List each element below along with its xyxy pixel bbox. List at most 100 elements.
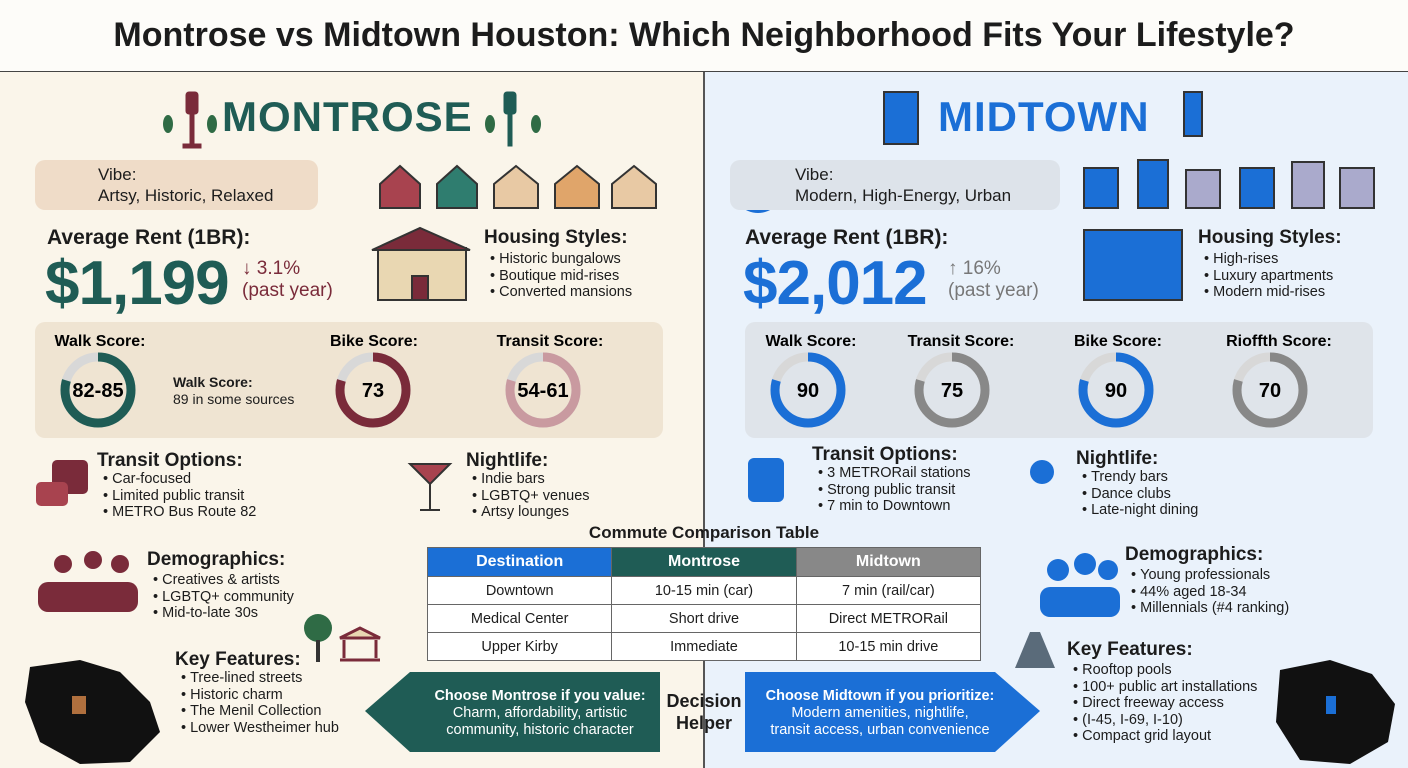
score-value: 90 <box>1105 380 1127 402</box>
rent-period: (past year) <box>948 280 1039 301</box>
score-value: 75 <box>941 380 963 402</box>
rent-change: ↑ 16% (past year) <box>948 258 1039 302</box>
decision-label: Decision Helper <box>666 691 742 733</box>
score-label: Bike Score: <box>1074 333 1162 350</box>
list-item: Indie bars <box>472 471 590 488</box>
section-title: Demographics: <box>1125 544 1264 565</box>
decision-line: Choose Montrose if you value: <box>434 688 646 704</box>
vibe-label: Vibe: <box>795 165 834 184</box>
header-cell: Midtown <box>795 547 982 577</box>
list-item: 3 METRORail stations <box>818 465 970 482</box>
gauge-ring <box>914 352 990 428</box>
rent-label: Average Rent (1BR): <box>745 226 949 249</box>
gauge-ring <box>1232 352 1308 428</box>
list-item: 7 min to Downtown <box>818 498 971 515</box>
rent-period: (past year) <box>242 280 333 301</box>
features-list: Tree-lined streetsHistoric charmThe Meni… <box>181 670 339 736</box>
score-label: Bike Score: <box>330 333 418 350</box>
rent-change-value: ↑ 16% <box>948 258 1001 279</box>
list-item: High-rises <box>1204 251 1333 268</box>
rent-label: Average Rent (1BR): <box>47 226 251 249</box>
gauge-ring <box>770 352 846 428</box>
list-item: Car-focused <box>103 471 256 488</box>
rent-value: $2,012 <box>743 249 928 318</box>
list-item: Modern mid-rises <box>1204 284 1333 301</box>
section-title: Housing Styles: <box>1198 227 1342 248</box>
table-cell: Medical Center <box>426 604 613 633</box>
table-cell: Downtown <box>426 576 613 605</box>
list-item: Mid-to-late 30s <box>153 605 294 622</box>
section-title: Transit Options: <box>812 444 958 465</box>
vibe: Vibe: Modern, High-Energy, Urban <box>795 164 1011 206</box>
list-item: 100+ public art installations <box>1073 679 1257 696</box>
nightlife-list: Trendy barsDance clubsLate-night dining <box>1082 469 1198 519</box>
vibe: Vibe: Artsy, Historic, Relaxed <box>98 164 273 206</box>
decision-line: Choose Midtown if you prioritize: <box>765 688 995 704</box>
list-item: 44% aged 18-34 <box>1131 584 1289 601</box>
score-label: Walk Score: <box>766 333 857 350</box>
list-item: Historic bungalows <box>490 251 632 268</box>
list-item: Direct freeway access <box>1073 695 1257 712</box>
list-item: Historic charm <box>181 687 339 704</box>
score-value: 82-85 <box>72 380 123 402</box>
nightlife-list: Indie barsLGBTQ+ venuesArtsy lounges <box>472 471 590 521</box>
decision-line: Charm, affordability, artistic <box>452 705 628 721</box>
list-item: LGBTQ+ community <box>153 589 294 606</box>
transit-list: Car-focusedLimited public transitMETRO B… <box>103 471 256 521</box>
section-title: Key Features: <box>175 649 301 670</box>
neighborhood-name: MONTROSE <box>222 93 473 140</box>
score-value: 73 <box>362 380 384 402</box>
list-item: The Menil Collection <box>181 703 339 720</box>
table-row: Upper Kirby Immediate 10-15 min drive <box>426 632 982 661</box>
list-item: Luxury apartments <box>1204 268 1333 285</box>
list-item: Boutique mid-rises <box>490 268 632 285</box>
score-label: Rioffth Score: <box>1226 333 1332 350</box>
list-item: Late-night dining <box>1082 502 1198 519</box>
list-item: Dance clubs <box>1082 486 1198 503</box>
section-title: Housing Styles: <box>484 227 628 248</box>
demographics-list: Young professionals44% aged 18-34Millenn… <box>1131 567 1289 617</box>
table-title: Commute Comparison Table <box>588 523 820 542</box>
rent-change: ↓ 3.1% (past year) <box>242 258 333 302</box>
walk-note-label: Walk Score: <box>173 374 253 390</box>
commute-table: Destination Montrose Midtown Downtown 10-15 … <box>426 547 982 661</box>
decision-line: transit access, urban convenience <box>770 722 990 738</box>
list-item: METRO Bus Route 82 <box>103 504 256 521</box>
page-title: Montrose vs Midtown Houston: Which Neigh… <box>113 16 1295 54</box>
list-item: (I-45, I-69, I-10) <box>1073 712 1257 729</box>
montrose-decision: Choose Montrose if you value: Charm, affo… <box>405 688 675 739</box>
decorations <box>25 91 1395 764</box>
section-title: Transit Options: <box>97 450 243 471</box>
decision-line: community, historic character <box>446 722 634 738</box>
rent-value: $1,199 <box>45 249 230 318</box>
table-row: Medical Center Short drive Direct METRORai… <box>426 604 982 633</box>
table-row: Downtown 10-15 min (car) 7 min (rail/car) <box>426 576 982 605</box>
header-cell: Destination <box>426 547 613 577</box>
gauge-ring <box>60 352 136 428</box>
gauge-ring <box>505 352 581 428</box>
vibe-label: Vibe: <box>98 165 137 184</box>
list-item: Young professionals <box>1131 567 1289 584</box>
score-label: Walk Score: <box>55 333 146 350</box>
vibe-text: Artsy, Historic, Relaxed <box>98 186 274 205</box>
table-cell: Direct METRORail <box>795 604 982 633</box>
table-cell: Upper Kirby <box>426 632 613 661</box>
neighborhood-name: MIDTOWN <box>938 93 1150 140</box>
midtown-decision: Choose Midtown if you prioritize: Modern … <box>745 688 1015 739</box>
housing-list: High-risesLuxury apartmentsModern mid-ri… <box>1204 251 1333 301</box>
gauge-ring <box>1078 352 1154 428</box>
vibe-pill <box>35 160 318 210</box>
list-item: LGBTQ+ venues <box>472 488 589 505</box>
vibe-text: Modern, High-Energy, Urban <box>795 186 1012 205</box>
score-value: 54-61 <box>517 380 568 402</box>
section-title: Key Features: <box>1067 639 1193 660</box>
section-title: Demographics: <box>147 549 286 570</box>
list-item: Rooftop pools <box>1073 662 1257 679</box>
list-item: Lower Westheimer hub <box>181 720 339 737</box>
table-cell: Immediate <box>611 632 797 661</box>
list-item: Limited public transit <box>103 488 256 505</box>
walk-note-text: 89 in some sources <box>173 391 295 407</box>
rent-change-value: ↓ 3.1% <box>242 258 301 279</box>
